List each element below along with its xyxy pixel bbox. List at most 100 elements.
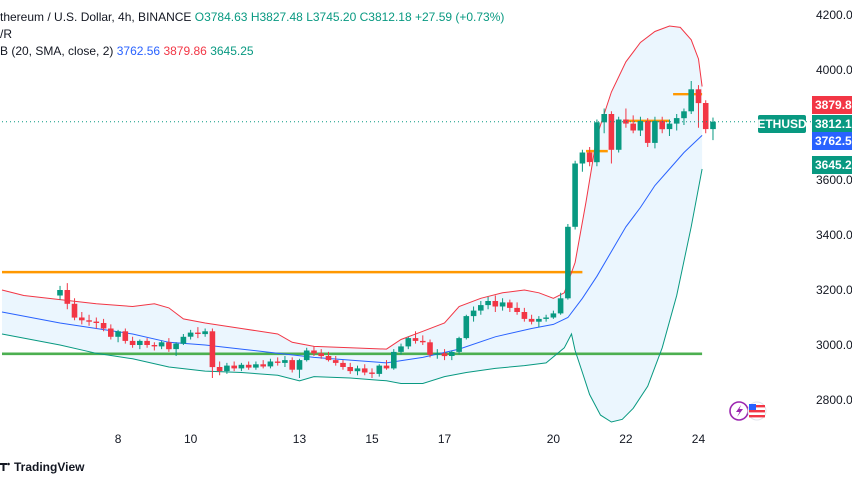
us-flag-stripe xyxy=(749,415,765,418)
candle xyxy=(434,349,441,359)
candle-body xyxy=(492,301,499,307)
candle-body xyxy=(405,338,412,347)
candle xyxy=(470,306,477,322)
candle-body xyxy=(637,120,644,131)
candle xyxy=(129,336,136,348)
price-tag-text: 3645.2 xyxy=(815,158,852,172)
candle xyxy=(456,336,462,355)
candle xyxy=(659,116,665,134)
bollinger-basis-value: 3762.56 xyxy=(116,44,161,58)
candle-body xyxy=(521,312,528,319)
candle xyxy=(187,329,194,340)
candle-body xyxy=(601,114,607,123)
candle xyxy=(623,108,629,128)
candle-body xyxy=(216,367,223,372)
candle xyxy=(180,334,187,345)
y-axis[interactable]: 4200.04000.03800.03600.03400.03200.03000… xyxy=(816,8,852,407)
status-icons[interactable] xyxy=(729,401,767,421)
candle-body xyxy=(695,89,702,104)
candle xyxy=(354,365,361,376)
y-tick-label: 3000.0 xyxy=(816,338,852,352)
price-tag-bg xyxy=(812,132,852,150)
candle xyxy=(383,360,390,370)
candle xyxy=(637,116,644,136)
tradingview-logo-icon xyxy=(0,462,10,471)
x-tick-label: 10 xyxy=(184,432,198,446)
candle xyxy=(543,314,549,322)
candle-body xyxy=(64,290,71,304)
candle-body xyxy=(347,367,353,372)
x-tick-label: 13 xyxy=(293,432,307,446)
candle-body xyxy=(224,365,230,372)
candle xyxy=(420,335,426,345)
candle-body xyxy=(238,364,245,369)
candle-body xyxy=(369,372,375,374)
candle xyxy=(441,349,448,361)
bollinger-lower-value: 3645.25 xyxy=(210,44,254,58)
candle-body xyxy=(376,365,383,374)
candle-body xyxy=(245,364,252,368)
candle-body xyxy=(267,361,274,367)
candle xyxy=(202,328,208,337)
price-labels: ETHUSD 3879.8 3812.1 3762.5 3645.2 xyxy=(757,96,852,174)
price-tag: 3645.2 xyxy=(812,156,852,174)
candle xyxy=(296,358,303,378)
tradingview-brand[interactable]: TradingView xyxy=(0,460,84,474)
candle xyxy=(195,327,201,339)
price-tag: 3812.1 xyxy=(812,115,852,133)
ohlc-high: H3827.48 xyxy=(250,10,303,24)
candle-body xyxy=(514,307,520,312)
candle-body xyxy=(340,362,346,367)
symbol-title[interactable]: thereum / U.S. Dollar, 4h, BINANCE xyxy=(0,10,192,24)
bollinger-band-fill xyxy=(2,26,703,422)
candle xyxy=(289,357,295,373)
candlesticks xyxy=(57,81,716,378)
symbol-header[interactable]: thereum / U.S. Dollar, 4h, BINANCE O3784… xyxy=(0,10,504,24)
price-tag: 3762.5 xyxy=(812,132,852,150)
candle-body xyxy=(688,89,694,112)
candle-body xyxy=(253,364,259,368)
candle-body xyxy=(470,310,477,317)
candle xyxy=(282,356,288,367)
price-tag-bg xyxy=(812,115,852,133)
price-tag-text: 3879.8 xyxy=(815,98,852,112)
candle xyxy=(260,360,266,369)
candle xyxy=(173,342,179,356)
candle-body xyxy=(644,120,651,143)
candle-body xyxy=(260,364,266,367)
candle xyxy=(485,296,491,310)
candle-body xyxy=(420,340,426,343)
candle-body xyxy=(166,342,172,350)
candle-body xyxy=(615,119,622,150)
price-change: +27.59 (+0.73%) xyxy=(415,10,505,24)
candle-body xyxy=(441,353,448,357)
candle xyxy=(93,317,100,329)
indicator-vr-label[interactable]: /R xyxy=(0,27,12,41)
candle xyxy=(688,81,694,114)
candle xyxy=(557,292,564,315)
candle-body xyxy=(108,328,114,337)
candle xyxy=(536,316,542,328)
candle xyxy=(144,338,150,348)
candle-body xyxy=(412,338,419,341)
y-tick-label: 3200.0 xyxy=(816,283,852,297)
candle-body xyxy=(57,290,63,296)
us-flag-canton xyxy=(749,404,756,410)
candle xyxy=(514,302,520,315)
candle-body xyxy=(550,313,557,318)
candle xyxy=(216,361,223,376)
candle-body xyxy=(478,305,484,311)
candle xyxy=(550,310,557,319)
candle-body xyxy=(499,302,506,307)
candle-body xyxy=(361,368,368,373)
candle xyxy=(412,331,419,344)
candle-body xyxy=(528,318,535,322)
lower-band-line xyxy=(1,168,703,423)
candle-body xyxy=(507,302,513,308)
bollinger-legend[interactable]: B (20, SMA, close, 2) 3762.56 3879.86 36… xyxy=(0,44,254,58)
candle xyxy=(630,115,636,134)
candle-body xyxy=(151,345,158,347)
price-tag-bg xyxy=(812,96,852,114)
candle xyxy=(391,349,397,370)
